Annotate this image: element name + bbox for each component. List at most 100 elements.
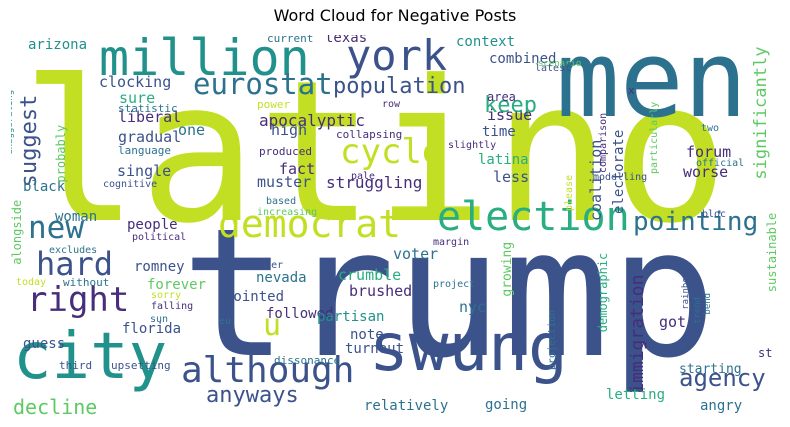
word-high: high <box>271 121 308 139</box>
word-two: two <box>701 123 720 134</box>
word-particularly: particularly <box>649 101 660 174</box>
word-probably: probably <box>54 124 68 183</box>
word-st: st <box>758 346 773 360</box>
word-gradual: gradual <box>118 128 182 146</box>
word-nevada: nevada <box>256 270 307 286</box>
word-followed: followed <box>266 306 334 322</box>
word-forum: forum <box>686 143 732 161</box>
word-arizona: arizona <box>28 37 88 53</box>
word-nyc: nyc <box>459 298 487 316</box>
word-voter: voter <box>393 245 439 263</box>
word-area: area <box>487 90 516 104</box>
word-rainbow: rainbow <box>681 271 691 310</box>
word-turnout: turnout <box>345 341 405 357</box>
word-collapsing: collapsing <box>336 128 403 141</box>
word-forever: forever <box>147 277 207 293</box>
word-right: right <box>27 280 130 320</box>
word-woman: woman <box>55 209 98 225</box>
word-modelling: modelling <box>593 172 648 183</box>
word-power: power <box>257 98 291 111</box>
word-immigration: immigration <box>627 274 648 394</box>
word-relatively: relatively <box>364 398 449 414</box>
word-increasing: increasing <box>257 207 318 218</box>
word-trump: trump <box>181 190 717 397</box>
word-york: york <box>346 35 448 80</box>
word-guess: guess <box>23 336 66 352</box>
word-note: note <box>350 327 384 343</box>
word-third: third <box>59 359 93 372</box>
word-swung: swung <box>369 309 568 386</box>
word-slightly: slightly <box>448 140 497 151</box>
word-eurostat: eurostat <box>193 67 333 101</box>
word-pointing: pointing <box>633 207 759 237</box>
word-struggling: struggling <box>326 173 423 192</box>
word-dissonance: dissonance <box>274 354 341 367</box>
word-partisan: partisan <box>317 309 385 325</box>
word-anyways: anyways <box>206 383 299 408</box>
word-upsetting: upsetting <box>111 359 171 372</box>
word-time: time <box>482 124 516 140</box>
word-men: men <box>556 35 748 141</box>
word-sustainable: sustainable <box>765 212 779 293</box>
word-suggest: suggest <box>17 94 42 188</box>
word-language: language <box>118 144 171 157</box>
word-agency: agency <box>679 364 766 392</box>
word-statistic: statistic <box>118 102 178 115</box>
word-today: today <box>16 277 47 288</box>
word-letting: letting <box>606 387 666 403</box>
word-got: got <box>659 313 687 331</box>
word-significantly: significantly <box>751 46 771 180</box>
word-texas: texas <box>325 35 368 46</box>
word-romney: romney <box>134 259 185 275</box>
chart-title: Word Cloud for Negative Posts <box>273 6 517 25</box>
word-keep: keep <box>484 93 537 118</box>
word-issue: issue <box>487 106 533 124</box>
word-latest: latest <box>535 63 572 74</box>
word-democrat: democrat <box>218 202 402 246</box>
word-latina: latina <box>478 152 529 168</box>
word-excludes: excludes <box>49 245 98 256</box>
word-bend: bend <box>703 292 713 315</box>
word-less: less <box>493 168 530 186</box>
word-hard: hard <box>36 245 114 283</box>
word-falling: falling <box>151 301 194 312</box>
word-combined: combined <box>489 51 557 67</box>
word-smaller: smaller <box>241 260 284 271</box>
word-projection: projection <box>547 309 558 370</box>
word-brushed: brushed <box>349 282 413 300</box>
word-official: official <box>696 158 745 169</box>
word-angry: angry <box>700 398 743 414</box>
word-cognitive: cognitive <box>103 179 158 190</box>
word-margin: margin <box>433 237 470 248</box>
word-crumble: crumble <box>338 266 402 284</box>
word-black: black <box>23 179 66 195</box>
word-single: single <box>117 162 172 180</box>
word-pointed: pointed <box>225 289 285 305</box>
word-cycle: cycle <box>340 132 443 172</box>
word-cloud: latino trump men swung city million york electi… <box>11 35 779 420</box>
word-eu: eu <box>219 316 232 327</box>
word-context: context <box>456 35 516 50</box>
word-although: although <box>181 350 355 391</box>
word-election: election <box>437 194 630 240</box>
word-clocking: clocking <box>99 73 172 91</box>
word-current: current <box>267 35 314 45</box>
word-starting: starting <box>679 362 742 377</box>
word-x: x <box>628 84 635 97</box>
word-based: based <box>266 196 297 207</box>
word-trend: trend <box>693 296 703 324</box>
word-florida: florida <box>122 321 182 337</box>
word-people: people <box>127 217 178 233</box>
word-project: project <box>433 279 476 290</box>
word-sure: sure <box>119 89 156 107</box>
word-sorry: sorry <box>151 290 182 301</box>
word-pale: pale <box>351 171 376 182</box>
word-population: population <box>333 74 466 99</box>
word-exaggerating: exaggerating <box>11 89 15 155</box>
word-please: please <box>564 174 575 211</box>
word-liberal: liberal <box>118 108 182 126</box>
word-produced: produced <box>259 145 312 158</box>
word-worse: worse <box>683 163 729 181</box>
word-sun: sun <box>150 314 169 325</box>
word-decline: decline <box>13 395 98 419</box>
